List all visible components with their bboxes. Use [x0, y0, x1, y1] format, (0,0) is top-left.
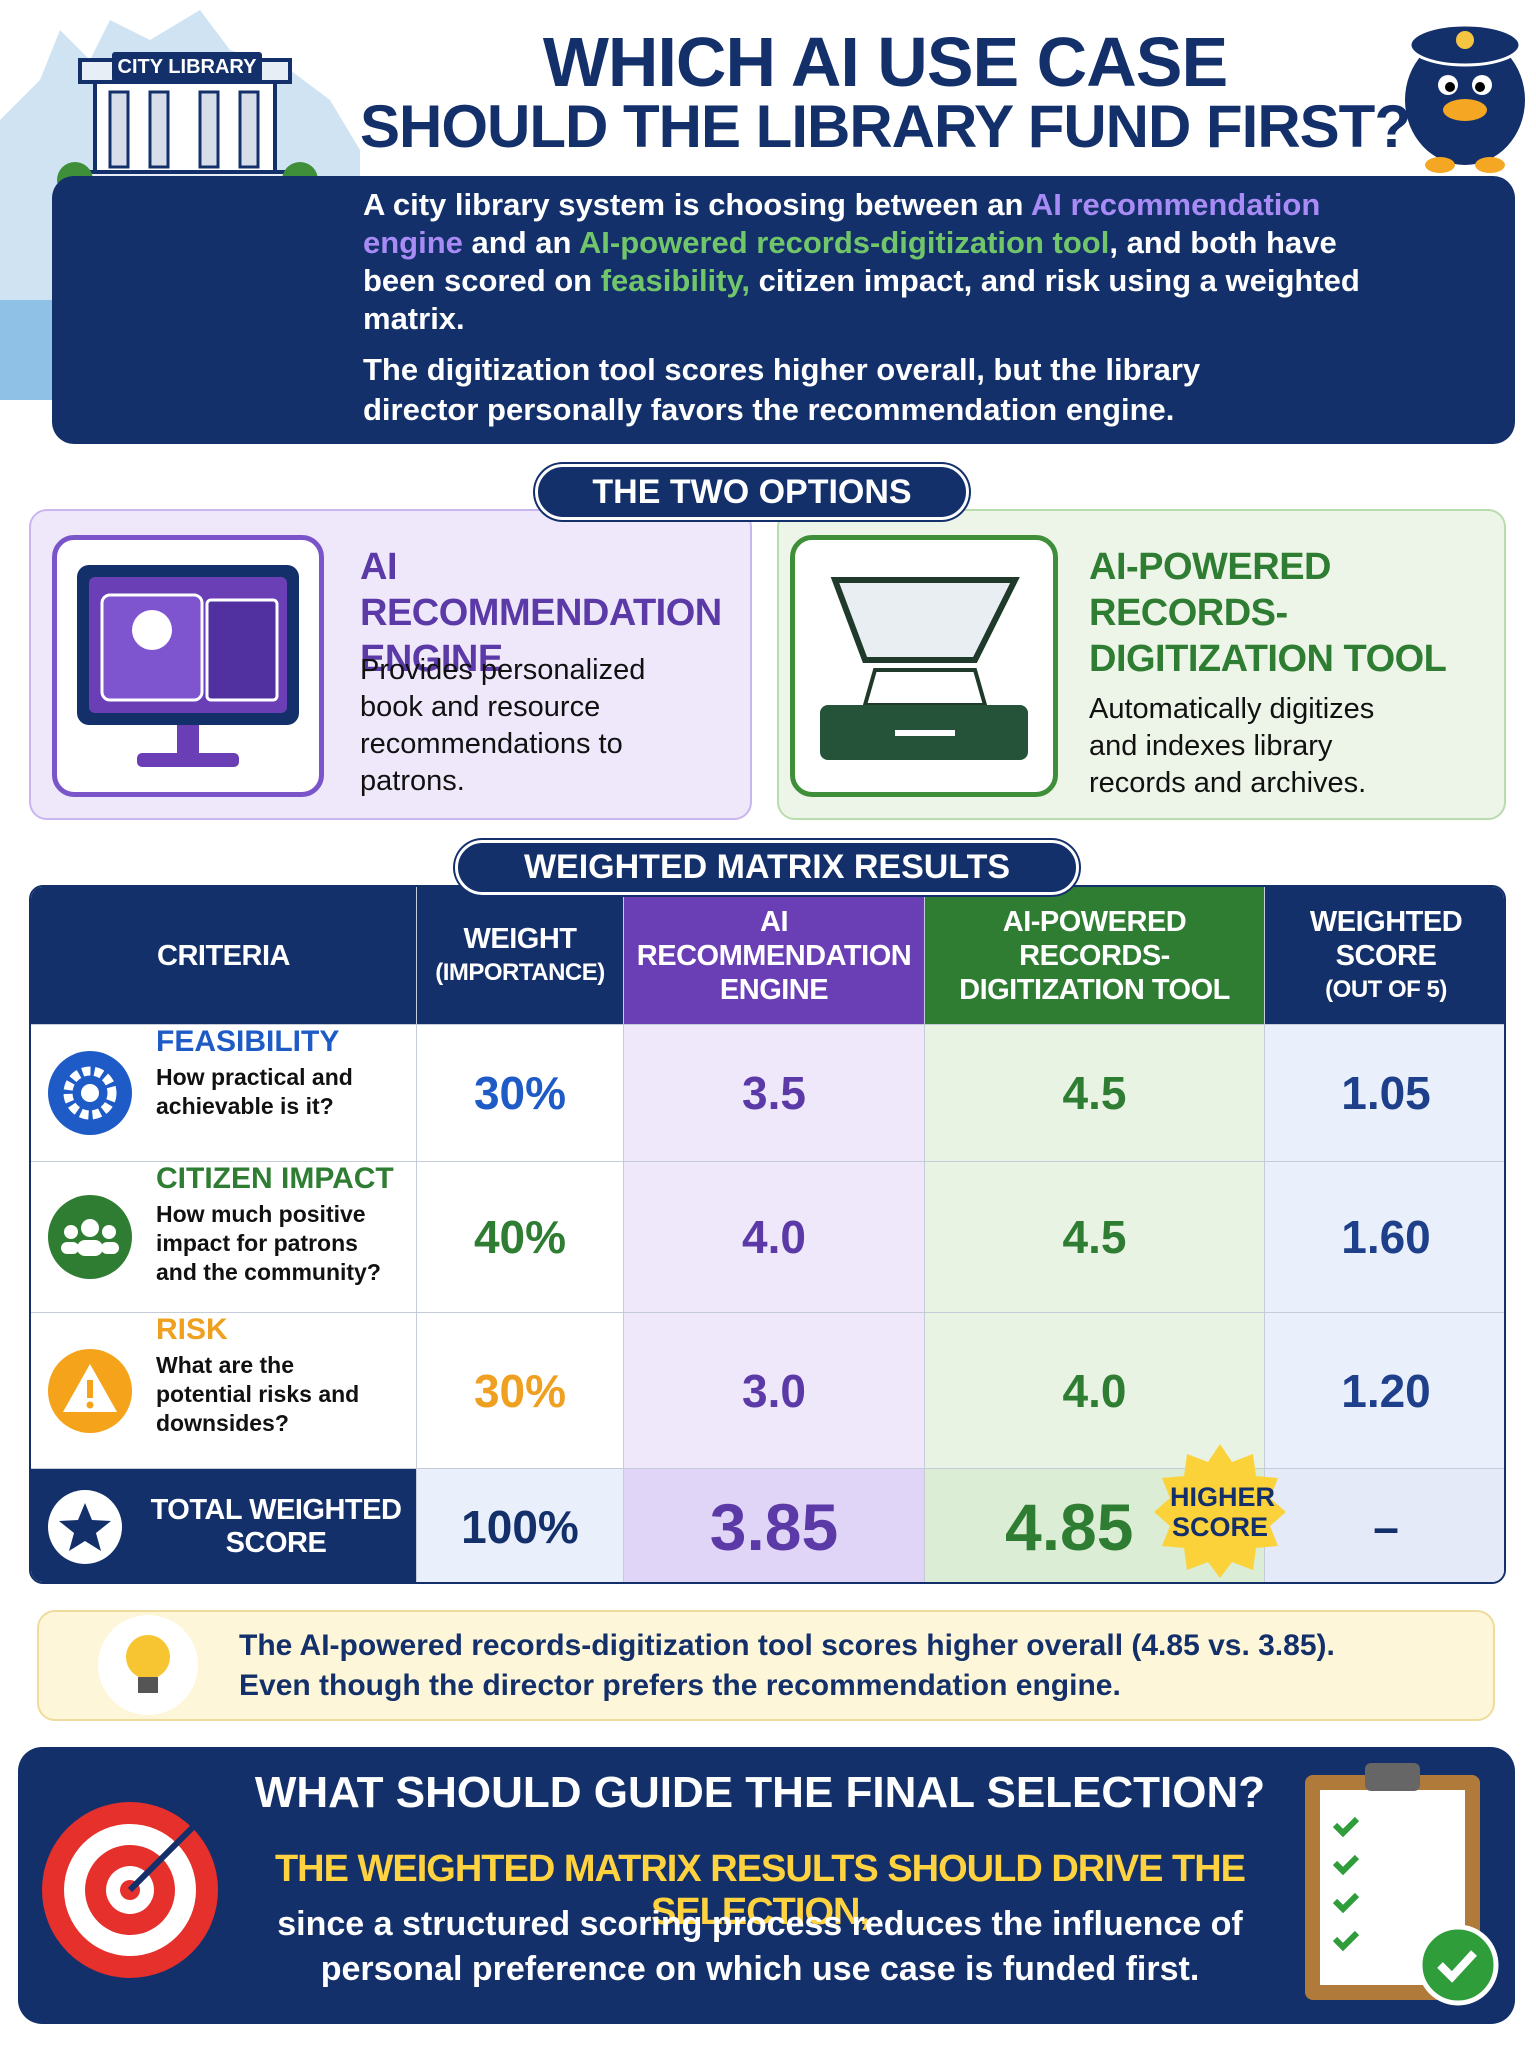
intro-text: A city library system is choosing betwee… — [363, 187, 1031, 222]
insight-line: Even though the director prefers the rec… — [239, 1669, 1121, 1702]
total-label: TOTAL WEIGHTED SCORE — [150, 1494, 402, 1559]
bulb-icon — [98, 1615, 198, 1715]
digitization-score: 4.5 — [925, 1162, 1265, 1313]
column-header: WEIGHTED SCORE (OUT OF 5) — [1265, 887, 1504, 1025]
conclusion-box — [18, 1747, 1515, 2024]
clipboard-icon — [1305, 1763, 1499, 2006]
option-description: Provides personalized book and resource … — [360, 654, 646, 797]
weighted-score: 1.05 — [1265, 1025, 1504, 1162]
weight: 30% — [417, 1025, 624, 1162]
column-header: WEIGHT (IMPORTANCE) — [417, 887, 624, 1025]
section-title: THE TWO OPTIONS — [535, 464, 969, 520]
intro-box — [52, 176, 1515, 444]
option-name: AI RECOMMENDATION ENGINE — [360, 546, 722, 680]
recommendation-score: 4.0 — [624, 1162, 925, 1313]
intro-paragraph: The digitization tool scores higher over… — [363, 352, 1201, 427]
header-label: AI RECOMMENDATION ENGINE — [636, 905, 912, 1006]
star-icon — [48, 1490, 122, 1564]
header-sub: (IMPORTANCE) — [435, 958, 605, 986]
criterion-name: FEASIBILITY — [156, 1025, 340, 1058]
monitor-icon — [77, 565, 299, 767]
conclusion-body: since a structured scoring process reduc… — [277, 1905, 1243, 1988]
total-weighted: – — [1265, 1469, 1504, 1582]
criterion-name: RISK — [156, 1313, 228, 1346]
title-line: SHOULD THE LIBRARY FUND FIRST? — [360, 93, 1411, 160]
total-cell: TOTAL WEIGHTED SCORE — [31, 1469, 417, 1582]
column-header: CRITERIA — [31, 887, 417, 1025]
section-title: WEIGHTED MATRIX RESULTS — [455, 840, 1079, 895]
title-line: WHICH AI USE CASE — [542, 23, 1228, 101]
warning-icon — [48, 1348, 132, 1433]
option-icon — [52, 535, 324, 797]
option-description: Automatically digitizes and indexes libr… — [1089, 693, 1375, 799]
weighted-score: 1.20 — [1265, 1313, 1504, 1469]
criterion-name: CITIZEN IMPACT — [156, 1162, 394, 1195]
gear-icon — [48, 1051, 132, 1135]
header-label: WEIGHT — [463, 922, 578, 955]
option-name: AI-POWERED RECORDS-DIGITIZATION TOOL — [1089, 546, 1447, 680]
insight-line: The AI-powered records-digitization tool… — [239, 1629, 1335, 1662]
criterion-question: How practical and achievable is it? — [156, 1064, 353, 1119]
target-icon — [42, 1802, 218, 1978]
header-sub: (OUT OF 5) — [1325, 975, 1447, 1003]
intro-text: and an — [462, 225, 579, 260]
weighted-score: 1.60 — [1265, 1162, 1504, 1313]
intro-text: citizen impact, and risk using a weighte… — [363, 263, 1360, 336]
insight-box — [37, 1610, 1495, 1721]
recommendation-score: 3.5 — [624, 1025, 925, 1162]
intro-paragraph: A city library system is choosing betwee… — [363, 186, 1363, 338]
scanner-icon — [820, 577, 1028, 760]
criterion-cell: FEASIBILITY How practical and achievable… — [31, 1025, 417, 1162]
total-weight: 100% — [417, 1469, 624, 1582]
header-label: CRITERIA — [157, 939, 290, 972]
weight: 30% — [417, 1313, 624, 1469]
criterion-question: What are the potential risks and downsid… — [156, 1352, 360, 1436]
people-icon — [48, 1195, 132, 1279]
intro-highlight: feasibility, — [600, 263, 751, 298]
conclusion-title: WHAT SHOULD GUIDE THE FINAL SELECTION? — [254, 1768, 1266, 1817]
higher-score-badge — [1154, 1444, 1286, 1578]
option-icon — [790, 535, 1058, 797]
column-header: AI RECOMMENDATION ENGINE — [624, 887, 925, 1025]
matrix-table: CRITERIA WEIGHT (IMPORTANCE) AI RECOMMEND… — [29, 885, 1506, 1584]
conclusion-highlight: THE WEIGHTED MATRIX RESULTS SHOULD DRIVE… — [274, 1848, 1246, 1933]
total-recommendation: 3.85 — [624, 1469, 925, 1582]
criterion-cell: RISK What are the potential risks and do… — [31, 1313, 417, 1469]
digitization-score: 4.5 — [925, 1025, 1265, 1162]
criterion-question: How much positive impact for patrons and… — [156, 1201, 381, 1285]
header-label: WEIGHTED SCORE — [1309, 905, 1463, 972]
weight: 40% — [417, 1162, 624, 1313]
criterion-cell: CITIZEN IMPACT How much positive impact … — [31, 1162, 417, 1313]
badge-text: HIGHER SCORE — [1170, 1482, 1276, 1542]
library-badge: CITY LIBRARY — [112, 52, 262, 82]
column-header: AI-POWERED RECORDS-DIGITIZATION TOOL — [925, 887, 1265, 1025]
digitization-score: 4.0 — [925, 1313, 1265, 1469]
intro-text: , and both have been scored on — [363, 225, 1337, 298]
recommendation-score: 3.0 — [624, 1313, 925, 1469]
intro-highlight: AI recommendation engine — [363, 187, 1321, 260]
header-label: AI-POWERED RECORDS-DIGITIZATION TOOL — [959, 905, 1230, 1006]
intro-highlight: AI-powered records-digitization tool — [578, 225, 1110, 260]
